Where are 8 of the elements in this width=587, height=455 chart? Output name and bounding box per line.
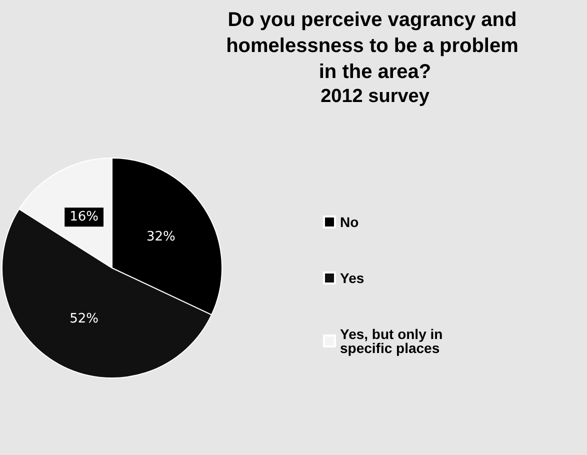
chart-subtitle: 2012 survey — [320, 86, 430, 107]
legend-label: Yes, but only in specific places — [340, 326, 447, 356]
data-label: 32% — [146, 229, 176, 244]
chart-title: Do you perceive vagrancy and homelessness to be a problem in the area? — [226, 9, 524, 83]
legend-label: Yes — [340, 270, 364, 286]
data-label: 16% — [70, 210, 99, 225]
legend-label: No — [340, 214, 359, 230]
data-label: 52% — [70, 311, 99, 326]
